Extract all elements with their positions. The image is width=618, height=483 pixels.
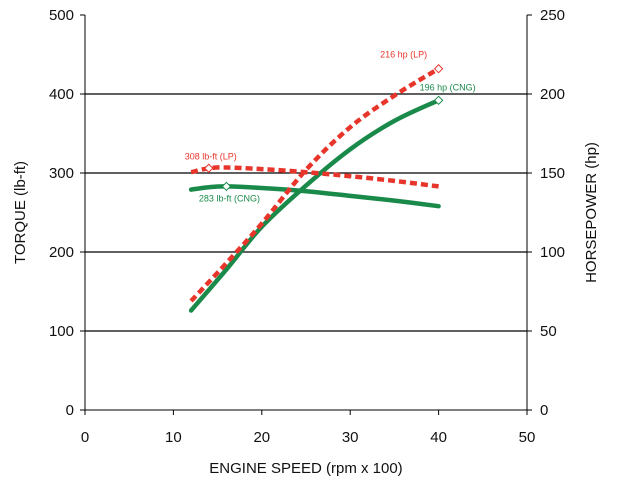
x-tick-label: 30 xyxy=(342,429,359,446)
left-tick-label: 500 xyxy=(49,7,74,24)
x-tick-label: 50 xyxy=(519,429,536,446)
right-y-axis-title: HORSEPOWER (hp) xyxy=(583,142,600,283)
x-axis-title: ENGINE SPEED (rpm x 100) xyxy=(209,460,402,477)
data-markers xyxy=(204,64,444,192)
diamond-marker xyxy=(433,95,444,106)
x-tick-label: 20 xyxy=(253,429,270,446)
diamond-marker xyxy=(221,181,232,192)
left-tick-label: 300 xyxy=(49,165,74,182)
data-series xyxy=(188,66,441,313)
hp-lp-line xyxy=(189,66,440,303)
x-tick-label: 10 xyxy=(165,429,182,446)
gridlines xyxy=(85,93,527,332)
left-tick-label: 400 xyxy=(49,86,74,103)
annotation-label: 283 lb-ft (CNG) xyxy=(199,193,260,203)
left-tick-label: 0 xyxy=(66,402,74,419)
right-tick-label: 100 xyxy=(540,244,565,261)
left-y-axis-title: TORQUE (lb-ft) xyxy=(12,161,29,264)
right-tick-label: 250 xyxy=(540,7,565,24)
diamond-marker xyxy=(433,64,444,74)
torque-cng-line xyxy=(188,184,441,209)
annotation-label: 308 lb-ft (LP) xyxy=(185,151,237,161)
annotation-label: 196 hp (CNG) xyxy=(420,82,476,92)
left-tick-label: 200 xyxy=(49,244,74,261)
torque-lp-line xyxy=(190,165,439,189)
left-tick-label: 100 xyxy=(49,323,74,340)
diamond-marker xyxy=(204,163,214,173)
right-tick-label: 50 xyxy=(540,323,557,340)
annotation-labels: 216 hp (LP) 196 hp (CNG) 308 lb-ft (LP) 283… xyxy=(185,50,476,204)
annotation-label: 216 hp (LP) xyxy=(380,50,427,60)
right-tick-label: 0 xyxy=(540,402,548,419)
right-tick-label: 200 xyxy=(540,86,565,103)
x-tick-label: 40 xyxy=(430,429,447,446)
right-tick-label: 150 xyxy=(540,165,565,182)
x-tick-label: 0 xyxy=(81,429,89,446)
hp-cng-line xyxy=(188,98,441,313)
